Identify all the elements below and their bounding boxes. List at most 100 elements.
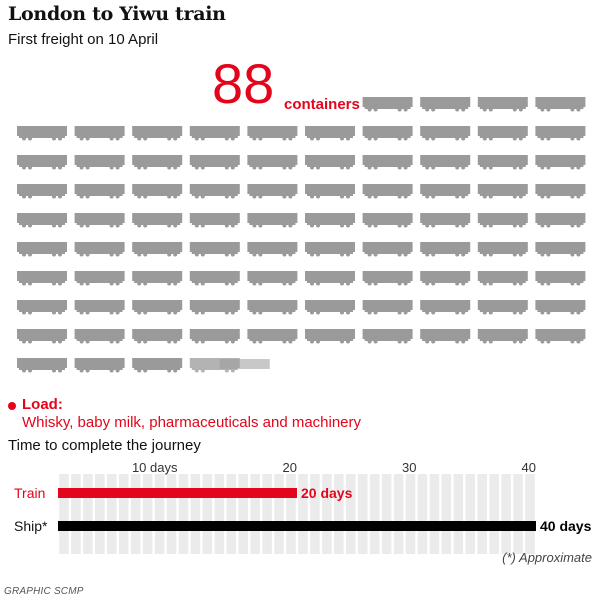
freight-wagon-icon	[74, 213, 125, 228]
day-column	[477, 474, 487, 554]
freight-wagon-icon	[189, 184, 240, 199]
freight-wagon-icon	[535, 242, 586, 257]
freight-wagon-icon	[132, 358, 183, 373]
freight-wagon-icon	[132, 300, 183, 315]
freight-wagon-icon	[189, 358, 240, 373]
freight-wagon-icon	[420, 300, 471, 315]
day-column	[429, 474, 440, 554]
freight-wagon-icon	[247, 155, 298, 170]
freight-wagon-icon	[74, 126, 125, 141]
freight-wagon-icon	[362, 126, 413, 141]
day-column	[513, 474, 523, 554]
freight-wagon-icon	[247, 213, 298, 228]
day-column	[250, 474, 260, 554]
freight-wagon-icon	[535, 300, 586, 315]
freight-wagon-icon	[420, 155, 471, 170]
day-column	[226, 474, 237, 554]
freight-wagon-icon	[74, 300, 125, 315]
load-text: Whisky, baby milk, pharmaceuticals and m…	[22, 414, 362, 431]
freight-wagon-icon	[477, 126, 528, 141]
day-column	[107, 474, 117, 554]
freight-wagon-icon	[247, 300, 298, 315]
freight-wagon-icon	[420, 126, 471, 141]
freight-wagon-icon	[17, 329, 67, 344]
day-column	[501, 474, 511, 554]
day-column	[190, 474, 201, 554]
day-column	[346, 474, 356, 554]
freight-wagon-icon	[477, 184, 528, 199]
day-column	[310, 474, 320, 554]
freight-wagon-icon	[535, 329, 586, 344]
category-label: Train	[14, 485, 45, 501]
journey-bar-chart: 10 days 20 30 40 Train 20 days Ship* 40 days	[14, 460, 592, 554]
freight-wagon-icon	[477, 329, 528, 344]
freight-wagon-icon	[362, 329, 413, 344]
freight-wagon-icon	[362, 155, 413, 170]
freight-wagon-icon	[420, 213, 471, 228]
freight-wagon-icon	[132, 126, 183, 141]
day-column	[417, 474, 428, 554]
bar-ship	[58, 521, 536, 531]
freight-wagon-icon	[305, 329, 355, 344]
day-column	[166, 474, 177, 554]
day-column	[262, 474, 272, 554]
freight-wagon-icon	[362, 242, 413, 257]
freight-wagon-icon	[189, 271, 240, 286]
day-column	[334, 474, 344, 554]
graphic-credit: GRAPHIC SCMP	[4, 586, 84, 597]
day-column	[178, 474, 189, 554]
day-column	[59, 474, 69, 554]
freight-wagon-icon	[74, 329, 125, 344]
freight-wagon-icon	[17, 358, 67, 373]
freight-wagon-icon	[219, 359, 270, 369]
freight-wagon-icon	[477, 242, 528, 257]
freight-wagon-icon	[247, 242, 298, 257]
day-column	[154, 474, 165, 554]
freight-wagon-icon	[17, 126, 67, 141]
freight-wagon-icon	[477, 155, 528, 170]
day-column	[95, 474, 105, 554]
bar-train	[58, 488, 297, 498]
freight-wagon-icon	[189, 126, 240, 141]
freight-wagon-icon	[74, 358, 125, 373]
freight-wagon-icon	[74, 155, 125, 170]
freight-wagon-icon	[132, 155, 183, 170]
freight-wagon-icon	[132, 184, 183, 199]
freight-wagon-icon	[535, 213, 586, 228]
x-tick-label: 30	[402, 460, 416, 475]
category-label: Ship*	[14, 518, 48, 534]
freight-wagon-icon	[305, 126, 355, 141]
day-column	[71, 474, 81, 554]
container-unit: containers	[284, 96, 360, 113]
journey-chart-title: Time to complete the journey	[8, 437, 201, 454]
day-column	[393, 474, 404, 554]
day-column	[465, 474, 476, 554]
freight-wagon-icon	[420, 271, 471, 286]
day-column	[525, 474, 535, 554]
freight-wagon-icon	[535, 184, 586, 199]
day-column	[274, 474, 284, 554]
freight-wagon-icon	[132, 271, 183, 286]
data-label: 40 days	[540, 518, 592, 534]
freight-wagon-icon	[305, 184, 355, 199]
day-column	[369, 474, 380, 554]
freight-wagon-icon	[17, 271, 67, 286]
freight-wagon-icon	[420, 97, 471, 112]
day-grid	[59, 474, 535, 554]
freight-wagon-icon	[477, 97, 528, 112]
day-column	[381, 474, 392, 554]
freight-wagon-icon	[247, 329, 298, 344]
day-column	[83, 474, 93, 554]
day-column	[441, 474, 452, 554]
x-tick-label: 20	[283, 460, 297, 475]
freight-wagon-icon	[17, 242, 67, 257]
freight-wagon-icon	[305, 213, 355, 228]
day-column	[118, 474, 129, 554]
freight-wagon-icon	[74, 242, 125, 257]
freight-wagon-icon	[132, 242, 183, 257]
freight-wagon-icon	[132, 329, 183, 344]
freight-wagon-icon	[362, 300, 413, 315]
freight-wagon-icon	[17, 155, 67, 170]
day-column	[214, 474, 225, 554]
day-column	[202, 474, 213, 554]
